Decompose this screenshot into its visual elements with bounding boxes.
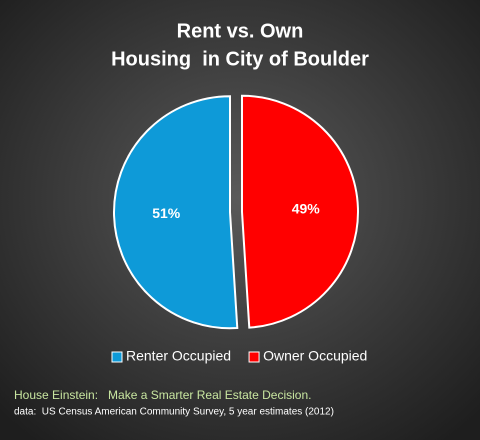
legend-label: Owner Occupied xyxy=(263,348,367,364)
annotation: House Einstein: Make a Smarter Real Esta… xyxy=(14,388,311,402)
chart-title: Rent vs. Own xyxy=(177,20,304,42)
legend-label: Renter Occupied xyxy=(126,348,231,364)
chart-subtitle: Housing in City of Boulder xyxy=(111,48,369,70)
pie-slice xyxy=(113,95,239,330)
annotation: data: US Census American Community Surve… xyxy=(14,407,334,418)
legend-swatch xyxy=(111,351,123,363)
data-label: 51% xyxy=(152,205,181,221)
pie-slice xyxy=(240,94,359,329)
legend-swatch xyxy=(248,351,260,363)
data-label: 49% xyxy=(292,201,321,217)
